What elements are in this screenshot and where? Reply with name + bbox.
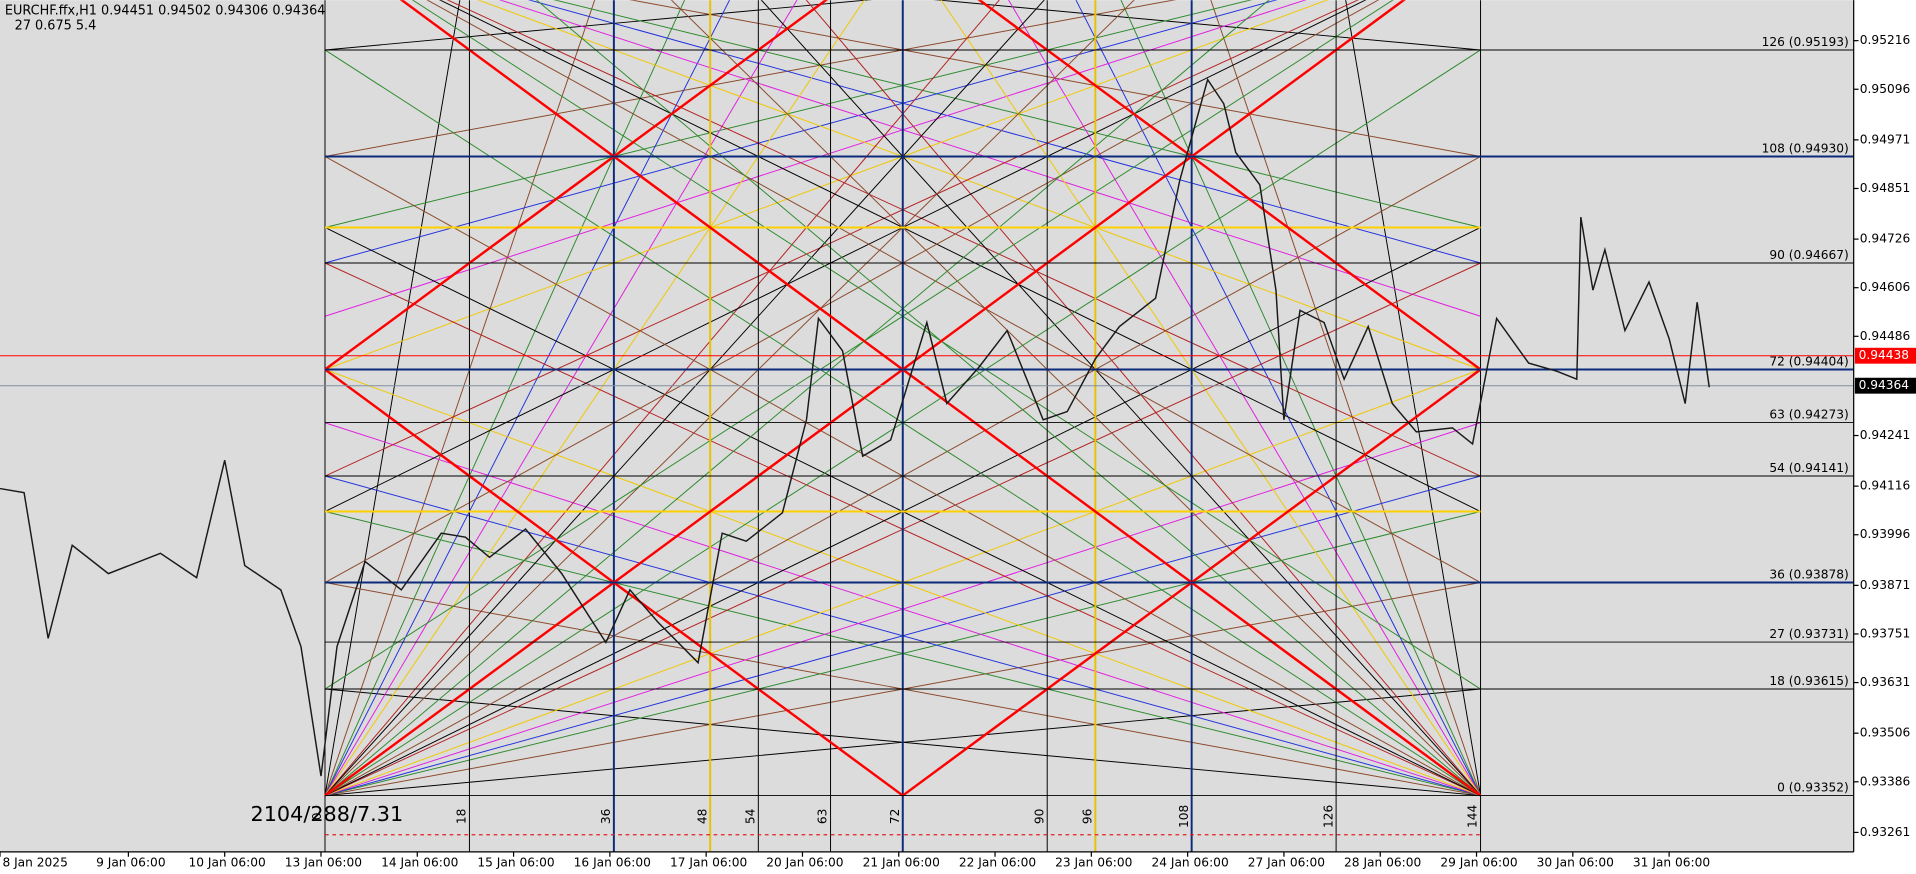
gann-level-label: 63 (0.94273) [1769, 408, 1848, 422]
chart-subtitle: 27 0.675 5.4 [15, 18, 97, 33]
x-tick-label: 14 Jan 06:00 [381, 855, 458, 869]
gann-time-label: 48 [695, 809, 709, 825]
chart-title: EURCHF.ffx,H1 0.94451 0.94502 0.94306 0.… [5, 4, 326, 19]
gann-time-label: 126 [1321, 805, 1335, 828]
x-tick-label: 30 Jan 06:00 [1537, 855, 1614, 869]
x-tick-label: 23 Jan 06:00 [1055, 855, 1132, 869]
gann-time-label: 36 [599, 809, 613, 825]
y-tick-label: 0.94851 [1860, 181, 1910, 195]
x-tick-label: 13 Jan 06:00 [285, 855, 362, 869]
price-tag-label: 0.94438 [1859, 348, 1909, 362]
x-tick-label: 21 Jan 06:00 [863, 855, 940, 869]
price-tag-label: 0.94364 [1859, 378, 1910, 392]
x-tick-label: 8 Jan 2025 [2, 855, 67, 869]
y-tick-label: 0.94726 [1860, 232, 1910, 246]
gann-time-label: 63 [816, 809, 830, 825]
y-tick-label: 0.95096 [1860, 82, 1910, 96]
x-tick-label: 28 Jan 06:00 [1344, 855, 1421, 869]
y-tick-label: 0.93631 [1860, 675, 1910, 689]
y-tick-label: 0.93261 [1860, 825, 1910, 839]
x-tick-label: 16 Jan 06:00 [574, 855, 651, 869]
y-tick-label: 0.94241 [1860, 428, 1910, 442]
gann-level-label: 126 (0.95193) [1762, 35, 1849, 49]
gann-time-label: 108 [1177, 805, 1191, 828]
x-tick-label: 17 Jan 06:00 [670, 855, 747, 869]
y-tick-label: 0.94486 [1860, 329, 1910, 343]
gann-time-label: 18 [455, 809, 469, 825]
gann-time-label: 54 [743, 808, 757, 824]
gann-time-label: 96 [1081, 809, 1095, 825]
y-tick-label: 0.93996 [1860, 527, 1910, 541]
gann-time-label: 72 [888, 809, 902, 825]
x-tick-label: 29 Jan 06:00 [1440, 855, 1517, 869]
gann-time-label: 0 [310, 813, 324, 821]
gann-level-label: 108 (0.94930) [1762, 142, 1849, 156]
x-tick-label: 15 Jan 06:00 [477, 855, 554, 869]
price-tag [1854, 377, 1916, 394]
gann-level-label: 18 (0.93615) [1769, 674, 1848, 688]
x-tick-label: 9 Jan 06:00 [96, 855, 166, 869]
gann-level-label: 0 (0.93352) [1777, 781, 1849, 795]
gann-time-label: 90 [1032, 809, 1046, 825]
y-tick-label: 0.95216 [1860, 33, 1910, 47]
price-tag [1854, 347, 1916, 364]
gann-level-label: 54 (0.94141) [1769, 461, 1848, 475]
y-tick-label: 0.93751 [1860, 626, 1910, 640]
x-tick-label: 10 Jan 06:00 [188, 855, 265, 869]
x-tick-label: 24 Jan 06:00 [1151, 855, 1228, 869]
y-tick-label: 0.94971 [1860, 132, 1910, 146]
gann-level-label: 90 (0.94667) [1769, 248, 1848, 262]
y-tick-label: 0.94606 [1860, 280, 1910, 294]
y-tick-label: 0.93506 [1860, 726, 1910, 740]
x-tick-label: 22 Jan 06:00 [959, 855, 1036, 869]
x-tick-label: 31 Jan 06:00 [1633, 855, 1710, 869]
plot [0, 0, 1854, 852]
gann-level-label: 27 (0.93731) [1769, 627, 1848, 641]
x-tick-label: 20 Jan 06:00 [766, 855, 843, 869]
gann-time-label: 144 [1466, 805, 1480, 829]
gann-level-label: 36 (0.93878) [1769, 568, 1848, 582]
plot-area [0, 0, 1854, 852]
y-tick-label: 0.93871 [1860, 578, 1910, 592]
annotation: 2104/288/7.31 [250, 802, 403, 826]
gann-level-label: 72 (0.94404) [1769, 355, 1848, 369]
x-tick-label: 27 Jan 06:00 [1248, 855, 1325, 869]
y-tick-label: 0.93386 [1860, 774, 1910, 788]
y-tick-label: 0.94116 [1860, 479, 1910, 493]
price-series [0, 77, 1710, 777]
